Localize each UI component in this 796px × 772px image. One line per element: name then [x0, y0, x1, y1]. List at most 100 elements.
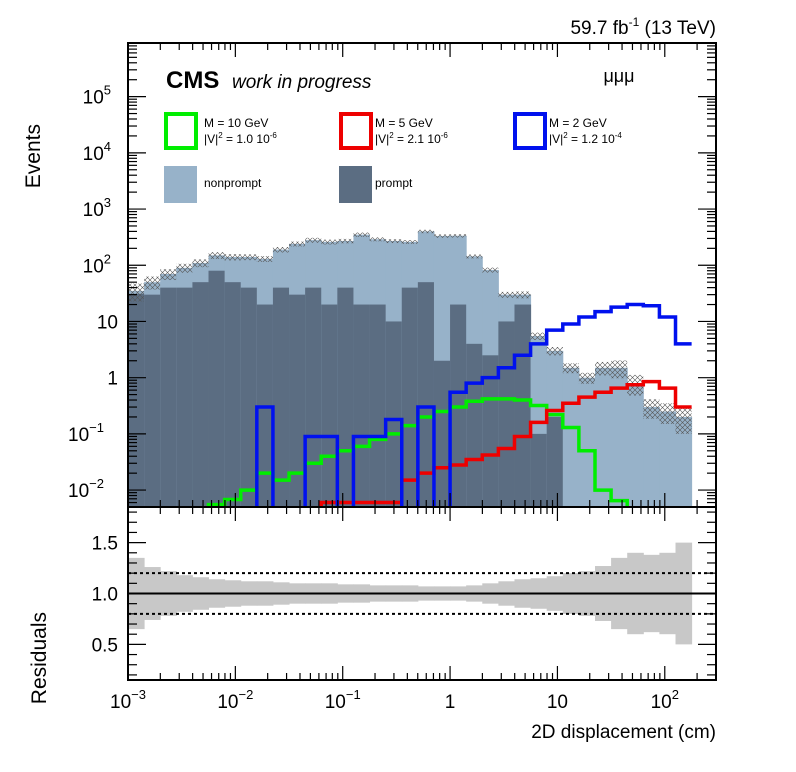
signal-line-m5 — [319, 379, 692, 507]
y-tick-label: 10−1 — [68, 420, 104, 446]
nonprompt-bar — [675, 416, 693, 507]
nonprompt-bar — [627, 383, 644, 507]
legend-swatch-m10 — [164, 112, 198, 150]
main-clip-group — [128, 229, 693, 507]
y-tick-label: 102 — [83, 251, 111, 277]
prompt-bar — [401, 287, 419, 507]
uncertainty-hatch — [498, 291, 515, 298]
x-tick-label: 10−2 — [217, 687, 253, 713]
uncertainty-hatch — [401, 240, 418, 244]
legend-label-m10: M = 10 GeV — [204, 116, 268, 130]
uncertainty-hatch — [385, 239, 402, 244]
prompt-bar — [176, 287, 193, 507]
y-tick-label: 104 — [83, 139, 111, 165]
uncertainty-hatch — [192, 259, 209, 268]
y-tick-label: 105 — [83, 83, 111, 109]
legend-swatch-prompt — [339, 166, 372, 203]
uncertainty-hatch — [514, 291, 531, 299]
uncertainty-hatch — [643, 399, 660, 419]
uncertainty-hatch — [353, 232, 370, 237]
prompt-bar — [514, 304, 532, 507]
prompt-bar — [192, 282, 210, 507]
legend-label-prompt: prompt — [375, 176, 413, 190]
legend-mix-m5: |V|2 = 2.1 10-6 — [375, 131, 448, 146]
uncertainty-hatch — [160, 269, 177, 281]
prompt-bar — [546, 416, 564, 507]
ratio-axis-title: Residuals — [28, 612, 51, 704]
nonprompt-bar — [578, 377, 596, 507]
uncertainty-hatch — [208, 252, 225, 260]
uncertainty-hatch — [578, 372, 595, 384]
ratio-tick-label: 1.0 — [92, 585, 118, 606]
uncertainty-hatch — [272, 247, 290, 253]
uncertainty-hatch — [417, 229, 434, 234]
axes: 10−3 10−2 10−1 1 10 102 10−2 10−1 1 10 102 103 104 10… — [68, 42, 717, 713]
x-tick-label: 10−3 — [110, 687, 146, 713]
uncertainty-hatch — [144, 276, 161, 290]
y-tick-label: 103 — [83, 195, 111, 221]
channel-label: μμμ — [603, 66, 634, 86]
uncertainty-hatch — [240, 254, 257, 261]
uncertainty-hatch — [256, 256, 273, 262]
uncertainty-hatch — [530, 332, 547, 341]
main-plot — [128, 229, 693, 507]
uncertainty-hatch — [482, 267, 499, 273]
uncertainty-hatch — [675, 407, 692, 434]
y-tick-label: 1 — [107, 369, 118, 390]
prompt-bar — [144, 294, 161, 507]
x-tick-label: 10−1 — [325, 687, 361, 713]
nonprompt-bar — [659, 411, 677, 507]
lumi-value: 59.7 fb — [570, 18, 628, 39]
prompt-bar — [417, 282, 435, 507]
y-tick-label: 10 — [97, 312, 118, 333]
legend-swatch-m5 — [339, 112, 373, 150]
x-axis-title: 2D displacement (cm) — [531, 722, 716, 743]
uncertainty-hatch — [224, 254, 241, 261]
y-tick-label: 10−2 — [68, 476, 104, 502]
nonprompt-bar — [594, 367, 612, 507]
prompt-bar — [289, 294, 306, 507]
prompt-bar — [498, 321, 515, 507]
prompt-bar — [433, 360, 451, 507]
prompt-bar — [224, 282, 242, 507]
legend-label-m2: M = 2 GeV — [549, 116, 607, 130]
ratio-tick-label: 0.5 — [92, 635, 118, 656]
prompt-bar — [385, 321, 403, 507]
prompt-bar — [466, 343, 483, 507]
legend-label-m5: M = 5 GeV — [375, 116, 433, 130]
cms-sublabel: work in progress — [232, 72, 372, 93]
energy-label: (13 TeV) — [645, 18, 716, 39]
x-tick-label: 10 — [547, 692, 568, 713]
legend-mix-m2: |V|2 = 1.2 10-4 — [549, 131, 622, 146]
nonprompt-bar — [643, 407, 660, 507]
lumi-label: 59.7 fb-1 (13 TeV) — [570, 15, 716, 39]
uncertainty-hatch — [305, 237, 322, 243]
legend-label-nonprompt: nonprompt — [204, 176, 262, 190]
signal-line-m2 — [255, 302, 692, 507]
legend: M = 10 GeV |V|2 = 1.0 10-6 M = 5 GeV |V|… — [164, 112, 622, 203]
uncertainty-hatch — [611, 360, 628, 379]
uncertainty-hatch — [289, 241, 306, 247]
prompt-bar — [272, 287, 290, 507]
uncertainty-hatch — [369, 237, 386, 242]
uncertainty-hatch — [562, 363, 579, 374]
uncertainty-hatch — [594, 361, 612, 376]
uncertainty-hatch — [176, 263, 193, 273]
uncertainty-hatch — [546, 347, 563, 356]
ratio-plot — [128, 542, 716, 645]
prompt-bar — [321, 304, 338, 507]
uncertainty-hatch — [659, 403, 676, 424]
legend-swatch-nonprompt — [164, 166, 197, 203]
nonprompt-bar — [611, 367, 628, 507]
prompt-bar — [160, 287, 177, 507]
prompt-bar — [240, 287, 258, 507]
uncertainty-hatch — [337, 238, 354, 244]
prompt-bar — [337, 287, 354, 507]
uncertainty-hatch — [450, 234, 467, 238]
prompt-bar — [482, 355, 499, 507]
uncertainty-hatch — [466, 254, 483, 259]
cms-label: CMS — [166, 67, 219, 94]
prompt-bar — [530, 433, 548, 507]
y-axis-title: Events — [22, 124, 45, 188]
